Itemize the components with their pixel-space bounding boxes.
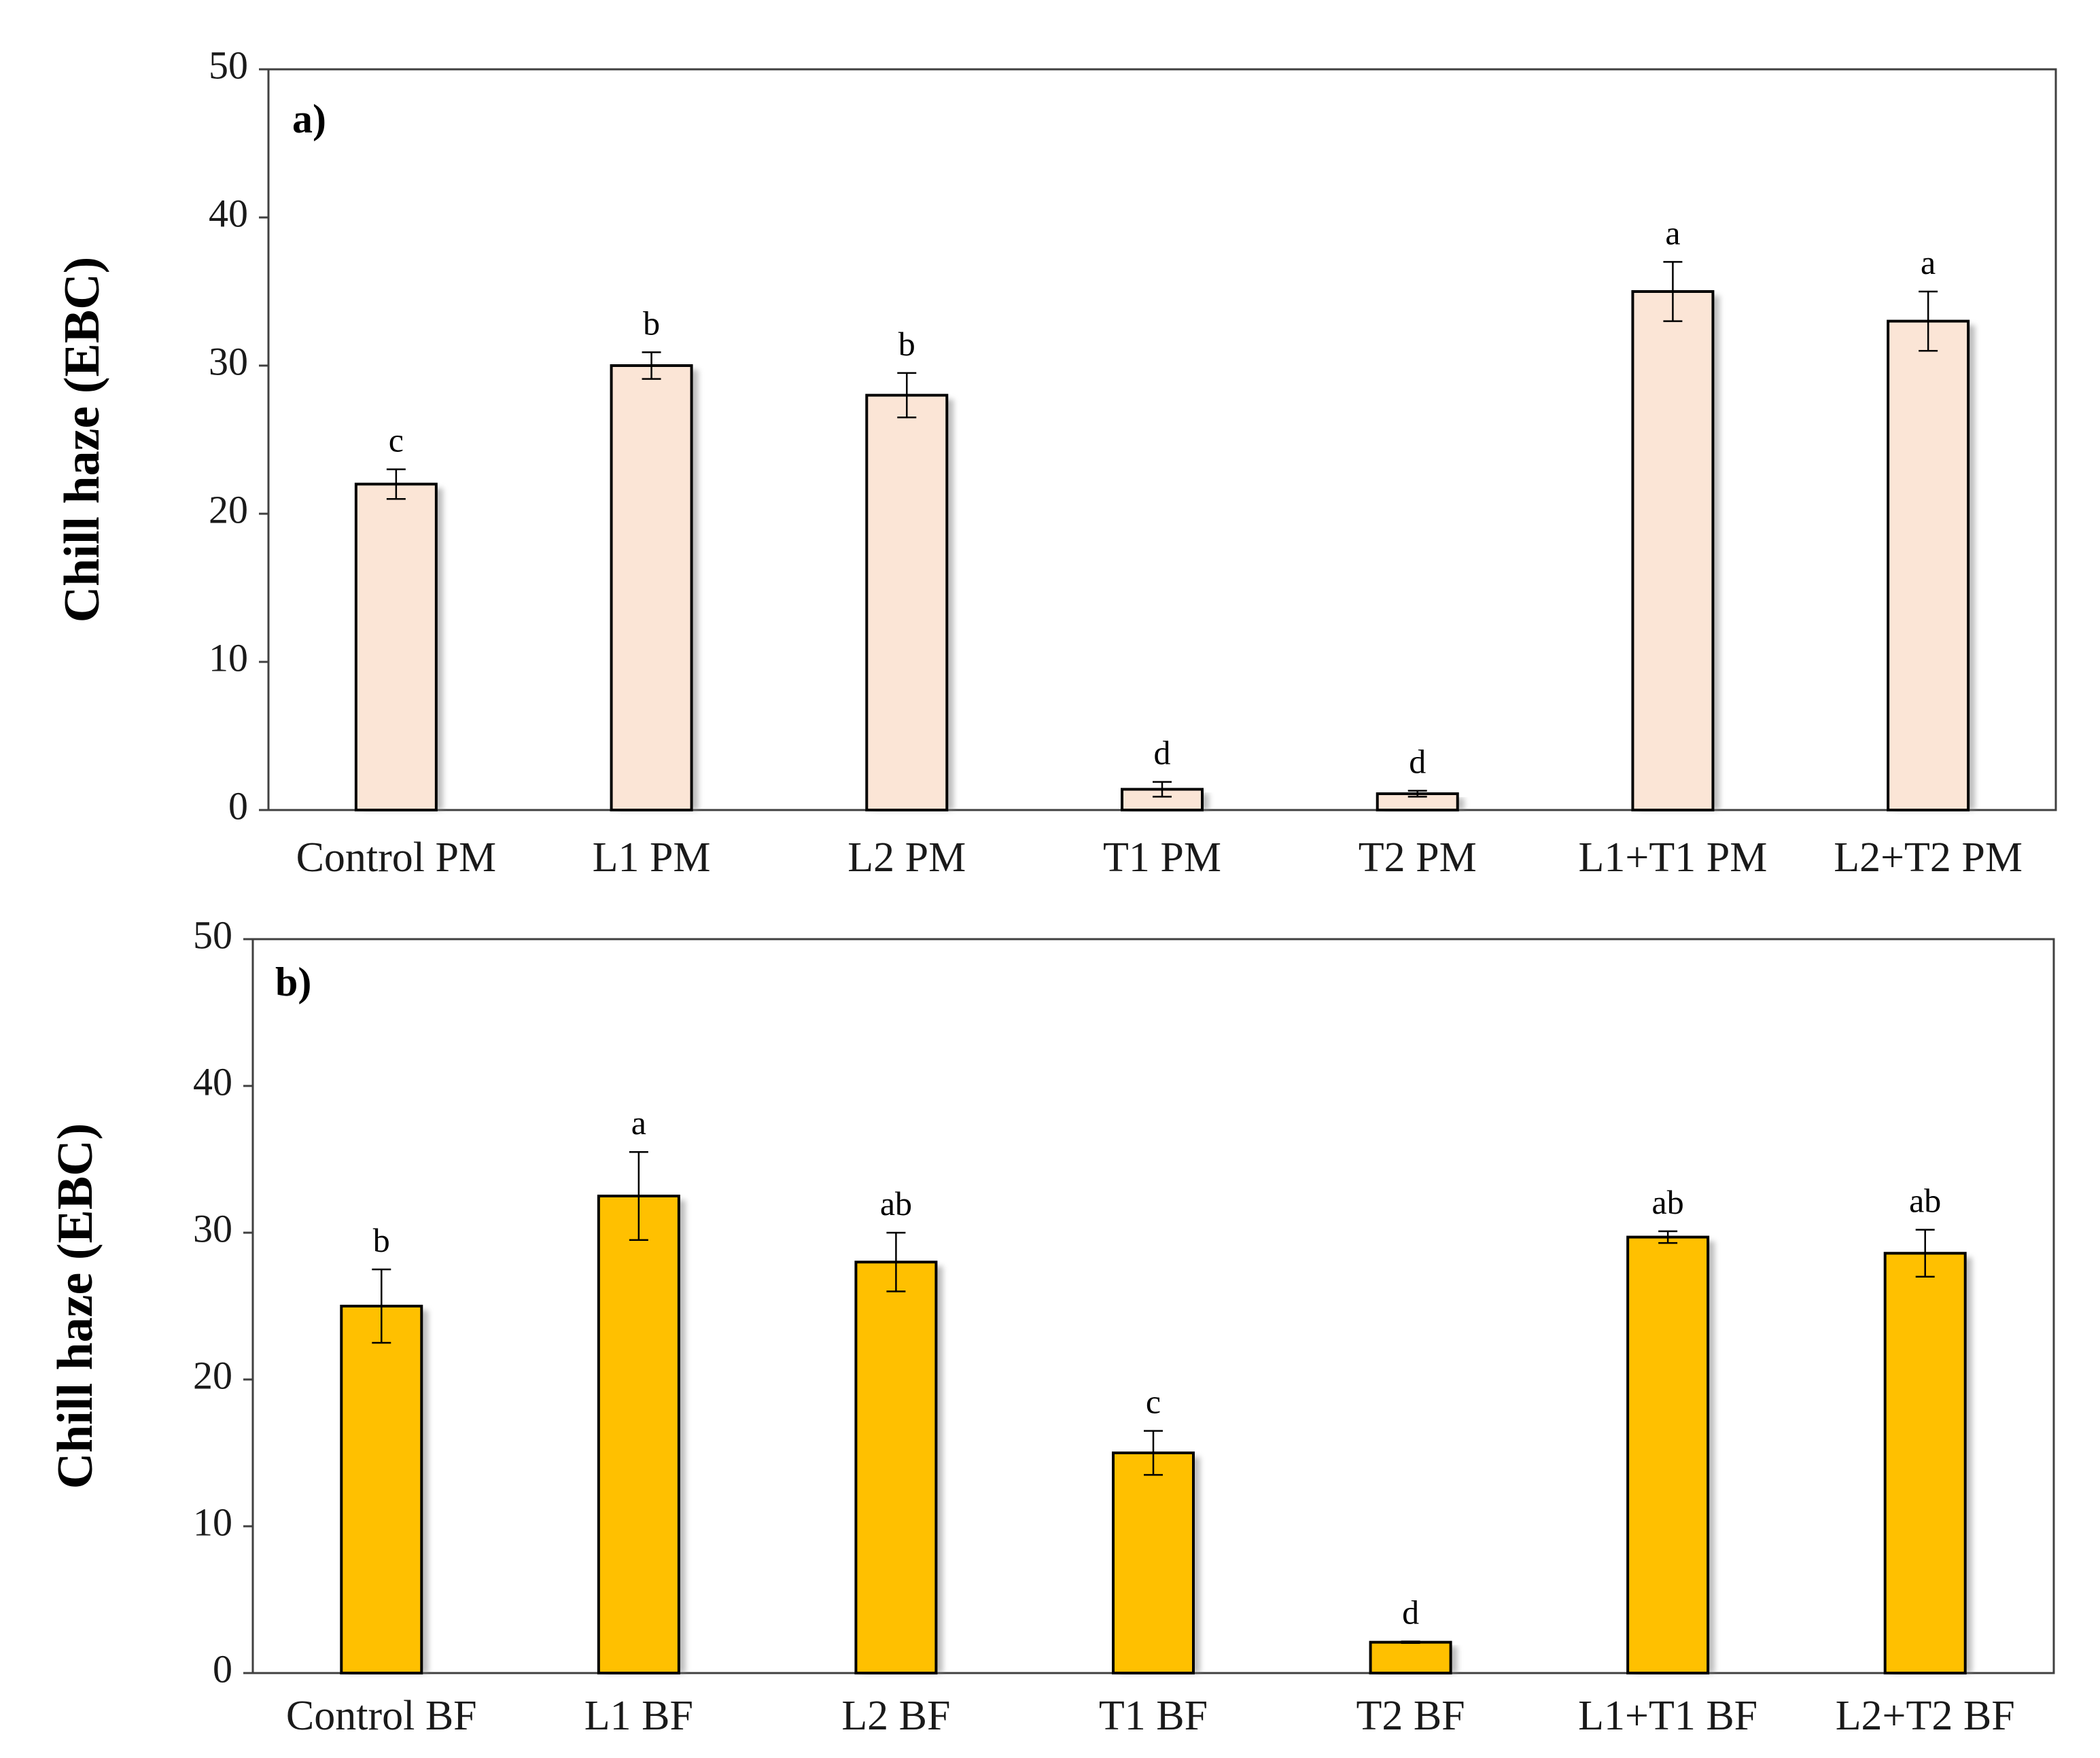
y-tick-label: 30 — [209, 339, 248, 383]
x-tick-label: L2 PM — [847, 834, 966, 881]
bar — [610, 364, 693, 811]
x-tick-label: Control PM — [296, 834, 497, 881]
significance-label: a — [631, 1104, 646, 1142]
y-tick-label: 20 — [193, 1353, 232, 1397]
panel-label: b) — [275, 960, 311, 1004]
bar — [1887, 319, 1970, 812]
bar — [1631, 290, 1715, 811]
plot-area — [267, 68, 2057, 811]
significance-label: d — [1154, 734, 1171, 772]
x-tick-label: L1 PM — [593, 834, 711, 881]
y-tick-label: 40 — [193, 1059, 232, 1104]
bar — [1112, 1452, 1195, 1674]
significance-label: ab — [1652, 1183, 1684, 1221]
y-tick-label: 40 — [209, 191, 248, 235]
significance-label: b — [898, 325, 915, 363]
bar — [865, 393, 949, 811]
bar — [1369, 1640, 1452, 1674]
bar — [354, 482, 438, 812]
significance-label: c — [1146, 1383, 1161, 1421]
significance-label: d — [1402, 1594, 1419, 1632]
significance-label: ab — [880, 1184, 912, 1223]
y-tick-label: 50 — [193, 913, 232, 957]
x-tick-label: T2 PM — [1359, 834, 1477, 881]
x-tick-label: L1+T1 PM — [1579, 834, 1768, 881]
significance-label: a — [1665, 213, 1680, 251]
significance-label: a — [1921, 243, 1936, 281]
x-tick-label: T1 PM — [1103, 834, 1221, 881]
bar — [340, 1305, 423, 1674]
significance-label: d — [1409, 743, 1426, 781]
y-tick-label: 50 — [209, 43, 248, 87]
y-tick-label: 10 — [193, 1500, 232, 1544]
y-tick-label: 0 — [228, 784, 248, 828]
chart-panel-b: Chill haze (EBC) b) 0 10 20 30 40 50 b a ab c d ab… — [48, 913, 2055, 1739]
x-tick-label: L1+T1 BF — [1578, 1693, 1757, 1739]
x-tick-label: Control BF — [286, 1693, 477, 1739]
x-tick-label: L1 BF — [584, 1693, 693, 1739]
x-tick-label: L2 BF — [841, 1693, 950, 1739]
y-tick-label: 0 — [213, 1647, 232, 1691]
x-tick-label: T1 BF — [1099, 1693, 1208, 1739]
y-axis-title: Chill haze (EBC) — [48, 1123, 103, 1490]
x-tick-label: L2+T2 BF — [1836, 1693, 2015, 1739]
bar — [854, 1261, 938, 1674]
significance-label: b — [643, 304, 660, 342]
y-tick-label: 20 — [209, 487, 248, 531]
panel-label: a) — [292, 96, 326, 141]
y-tick-label: 10 — [209, 635, 248, 680]
y-tick-label: 30 — [193, 1206, 232, 1250]
significance-label: ab — [1909, 1182, 1941, 1220]
bar — [1626, 1235, 1710, 1674]
x-tick-label: T2 BF — [1356, 1693, 1465, 1739]
significance-label: c — [389, 421, 404, 459]
significance-label: b — [373, 1221, 390, 1259]
bar — [1883, 1252, 1967, 1674]
y-axis-title: Chill haze (EBC) — [54, 257, 110, 623]
bar — [597, 1195, 680, 1674]
x-tick-label: L2+T2 PM — [1834, 834, 2023, 881]
